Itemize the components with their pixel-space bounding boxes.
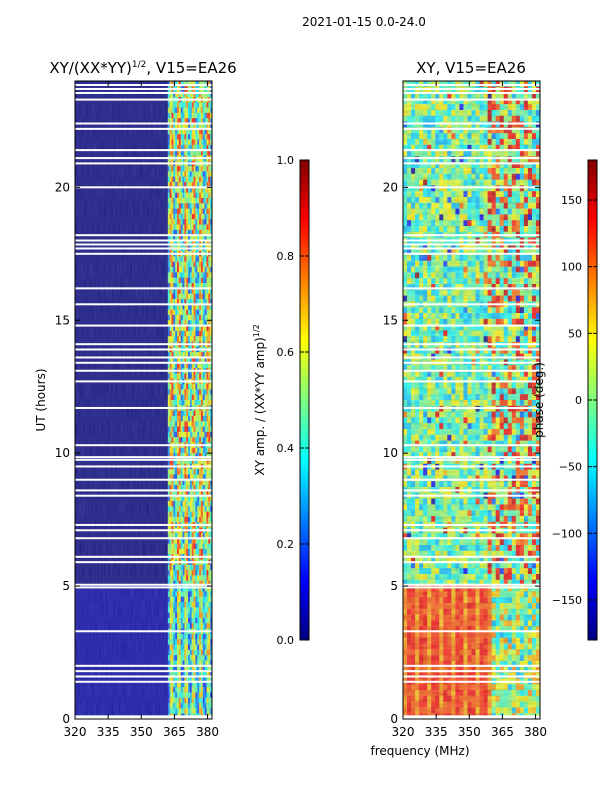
amplitude-flag-gap (75, 665, 212, 667)
colorbar-tick-label: 1.0 (277, 154, 295, 167)
colorbar-tick-label: 0.2 (277, 538, 295, 551)
amplitude-flag-gap (75, 556, 212, 558)
amplitude-flag-gap (75, 325, 212, 327)
amplitude-flag-gap (75, 529, 212, 531)
amplitude-title: XY/(XX*YY)1/2, V15=EA26 (49, 59, 236, 77)
amplitude-flag-gap (75, 524, 212, 526)
amplitude-flag-gap (75, 675, 212, 677)
amplitude-flag-gap (75, 456, 212, 458)
amplitude-texture (75, 81, 212, 719)
amplitude-flag-gap (75, 253, 212, 255)
amplitude-colorbar-bar (300, 160, 309, 640)
colorbar-tick-label: 0.6 (277, 346, 295, 359)
amplitude-flag-gap (75, 380, 212, 382)
amplitude-flag-gap (75, 370, 212, 372)
amplitude-flag-gap (75, 162, 212, 164)
amplitude-flag-gap (75, 561, 212, 563)
amplitude-flag-gap (75, 584, 212, 586)
amplitude-flag-gap (75, 479, 212, 481)
amplitude-flag-gap (75, 99, 212, 101)
colorbar-tick-label: 0.4 (277, 442, 295, 455)
amplitude-flag-gap (75, 303, 212, 305)
colorbar-tick-label: 0.8 (277, 250, 295, 263)
y-tick-label: 0 (62, 712, 70, 726)
y-tick-label: 5 (62, 579, 70, 593)
amplitude-flag-gap (75, 586, 212, 588)
amplitude-flag-gap (75, 681, 212, 683)
amplitude-title-main: XY/(XX*YY) (49, 59, 132, 77)
amplitude-flag-gap (75, 444, 212, 446)
amplitude-flag-gap (75, 88, 212, 90)
x-tick-label: 320 (64, 725, 87, 739)
amplitude-title-sup: 1/2 (132, 60, 146, 70)
amplitude-flag-gap (75, 495, 212, 497)
x-tick-label: 380 (196, 725, 219, 739)
amplitude-colorbar-label: XY amp. / (XX*YY amp)1/2 (252, 324, 267, 475)
amplitude-flag-gap (75, 362, 212, 364)
amplitude-flag-gap (75, 84, 212, 86)
amplitude-flag-gap (75, 465, 212, 467)
amplitude-panel: XY/(XX*YY)1/2, V15=EA26 320 335 350 365 380 0… (34, 59, 237, 739)
amplitude-colorbar: 0.0 0.2 0.4 0.6 0.8 1.0 XY amp. / (XX*YY amp)… (252, 154, 309, 647)
phase-title: XY, V15=EA26 (416, 59, 526, 77)
amplitude-flag-gap (75, 537, 212, 539)
y-tick-label: 10 (55, 446, 70, 460)
amplitude-flag-gap (75, 287, 212, 289)
amplitude-flag-gap (75, 348, 212, 350)
colorbar-tick-label: 0.0 (277, 634, 295, 647)
amplitude-flag-gap (75, 459, 212, 461)
y-tick-label: 15 (55, 313, 70, 327)
amplitude-flag-gap (75, 630, 212, 632)
x-tick-label: 350 (130, 725, 153, 739)
amplitude-flag-gap (75, 123, 212, 125)
amplitude-flag-gap (75, 186, 212, 188)
amplitude-flag-gap (75, 356, 212, 358)
amplitude-flag-gap (75, 243, 212, 245)
phase-heatmap (403, 81, 540, 719)
x-tick-label: 335 (97, 725, 120, 739)
amplitude-ylabel: UT (hours) (34, 368, 48, 431)
amplitude-heatmap (75, 81, 212, 719)
amplitude-flag-gap (75, 128, 212, 130)
amplitude-colorbar-label-main: XY amp. / (XX*YY amp) (253, 337, 267, 475)
amplitude-flag-gap (75, 343, 212, 345)
amplitude-flag-gap (75, 670, 212, 672)
amplitude-flag-gap (75, 407, 212, 409)
amplitude-flag-gap (75, 92, 212, 94)
amplitude-flag-gap (75, 234, 212, 236)
amplitude-title-tail: , V15=EA26 (146, 59, 236, 77)
amplitude-flag-gap (75, 157, 212, 159)
amplitude-flag-gap (75, 149, 212, 151)
amplitude-flag-gap (75, 247, 212, 249)
amplitude-colorbar-label-sup: 1/2 (252, 324, 261, 337)
amplitude-flag-gap (75, 715, 212, 717)
amplitude-flag-gap (75, 240, 212, 242)
y-tick-label: 20 (55, 180, 70, 194)
figure-suptitle: 2021-01-15 0.0-24.0 (302, 15, 426, 29)
amplitude-flag-gap (75, 489, 212, 491)
x-tick-label: 365 (163, 725, 186, 739)
